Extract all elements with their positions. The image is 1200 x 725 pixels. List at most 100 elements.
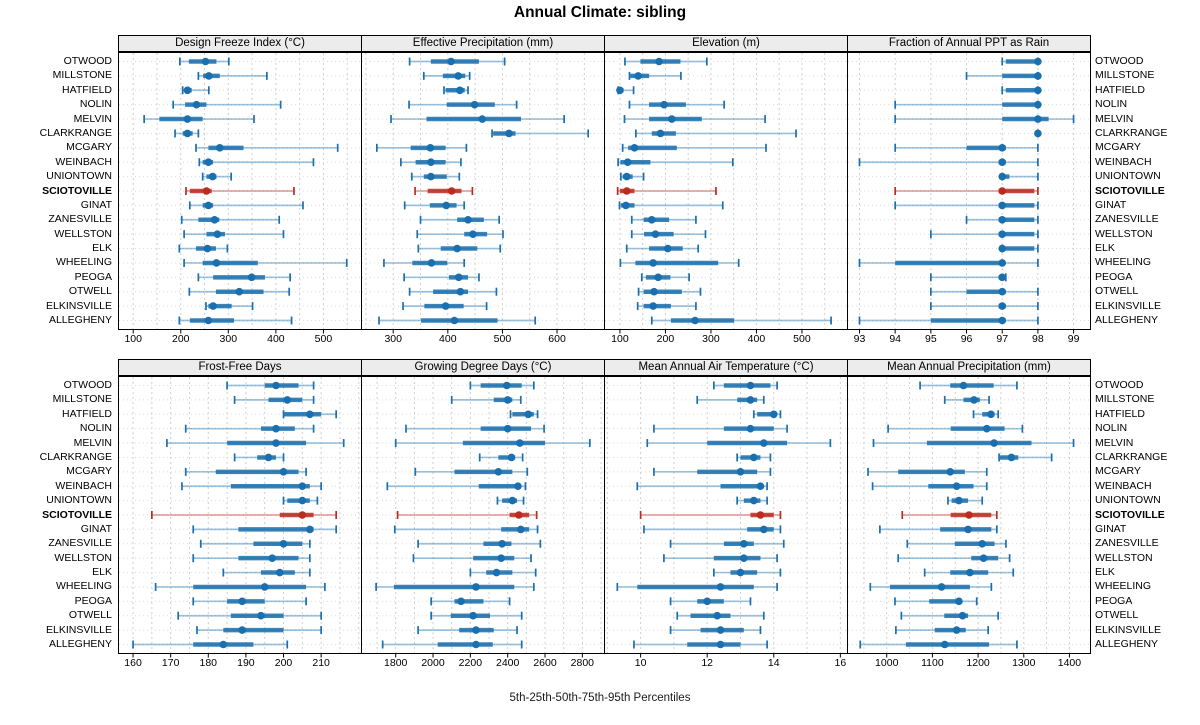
series-clarkrange: [736, 453, 772, 462]
series-uniontown: [736, 496, 768, 505]
series-elk: [222, 568, 311, 577]
axis-tick-label: 93: [853, 333, 866, 345]
axis-tick-label: 12: [701, 657, 714, 669]
series-nolin: [408, 100, 518, 109]
axis-tick-label: 1400: [1057, 657, 1082, 669]
series-uniontown: [282, 496, 319, 505]
series-wheeling: [183, 258, 348, 267]
series-zanesville: [669, 539, 785, 548]
axis-tick-label: 97: [996, 333, 1009, 345]
station-label-left: ELKINSVILLE: [46, 623, 112, 636]
station-label-right: OTWELL: [1095, 609, 1139, 622]
series-otwood: [469, 381, 535, 390]
series-peoga: [640, 273, 690, 282]
series-clarkrange: [233, 453, 285, 462]
panel-strip: Design Freeze Index (°C): [118, 35, 362, 52]
station-label-right: UNIONTOWN: [1095, 170, 1161, 183]
axis-tick-label: 1300: [1012, 657, 1036, 669]
station-label-right: WEINBACH: [1095, 155, 1152, 168]
station-label-left: HATFIELD: [62, 407, 112, 420]
axis-tick-label: 400: [439, 333, 457, 345]
station-label-right: MELVIN: [1095, 112, 1134, 125]
series-zanesville: [419, 215, 501, 224]
axis-tick-label: 200: [172, 333, 190, 345]
series-nolin: [184, 424, 315, 433]
station-label-left: NOLIN: [79, 422, 112, 435]
series-weinbach: [386, 482, 527, 491]
axis-tick-label: 300: [384, 333, 402, 345]
series-allegheny: [378, 316, 537, 325]
station-label-left: CLARKRANGE: [39, 450, 112, 463]
series-weinbach: [636, 482, 768, 491]
panel-strip: Effective Precipitation (mm): [361, 35, 605, 52]
series-otwood: [712, 381, 778, 390]
series-clarkrange: [491, 129, 590, 138]
series-uniontown: [619, 172, 645, 181]
station-label-left: MELVIN: [73, 112, 112, 125]
series-zanesville: [199, 539, 311, 548]
station-label-right: MILLSTONE: [1095, 69, 1155, 82]
series-wellston: [930, 230, 1039, 239]
series-otwell: [430, 611, 523, 620]
series-sciotoville: [616, 187, 717, 195]
series-weinbach: [871, 482, 988, 491]
series-zanesville: [630, 215, 697, 224]
station-label-left: WELLSTON: [54, 551, 112, 564]
series-zanesville: [180, 215, 281, 224]
series-hatfield: [282, 410, 338, 419]
series-mcgary: [894, 143, 1039, 152]
station-label-left: MILLSTONE: [52, 393, 112, 406]
station-label-right: OTWOOD: [1095, 55, 1144, 67]
series-elk: [923, 568, 1015, 577]
station-label-left: MILLSTONE: [52, 69, 112, 82]
series-ginat: [894, 201, 1039, 210]
series-elk: [469, 568, 537, 577]
series-weinbach: [400, 158, 462, 167]
axis-tick-label: 100: [611, 333, 629, 345]
series-mcgary: [414, 467, 529, 476]
series-sciotoville: [396, 511, 538, 519]
station-label-left: GINAT: [80, 198, 112, 211]
station-label-left: MCGARY: [66, 141, 112, 154]
series-otwood: [178, 57, 230, 66]
series-elk: [998, 244, 1039, 253]
series-ginat: [643, 525, 782, 534]
series-ginat: [403, 201, 466, 210]
series-ginat: [192, 525, 338, 534]
series-peoga: [930, 273, 1007, 282]
axis-tick-label: 2000: [421, 657, 445, 669]
axis-tick-label: 100: [124, 333, 142, 345]
series-otwell: [188, 287, 291, 296]
station-label-left: WHEELING: [55, 256, 112, 269]
station-label-left: UNIONTOWN: [46, 170, 112, 183]
series-millstone: [696, 395, 765, 404]
station-label-right: MELVIN: [1095, 436, 1134, 449]
series-elkinsville: [895, 626, 989, 635]
panel-strip: Elevation (m): [604, 35, 848, 52]
series-elkinsville: [669, 626, 762, 635]
series-clarkrange: [998, 453, 1053, 462]
series-millstone: [943, 395, 990, 404]
series-allegheny: [859, 640, 1018, 649]
series-elk: [178, 244, 229, 253]
series-sciotoville: [185, 187, 295, 195]
series-allegheny: [858, 316, 1039, 325]
station-label-right: MILLSTONE: [1095, 393, 1155, 406]
station-label-left: PEOGA: [74, 594, 112, 607]
station-label-right: WELLSTON: [1095, 551, 1153, 564]
series-otwell: [177, 611, 322, 620]
series-hatfield: [972, 410, 1000, 419]
panel-plot: [847, 376, 1091, 658]
station-label-right: ZANESVILLE: [1095, 213, 1159, 226]
series-otwell: [930, 287, 1039, 296]
station-label-left: OTWOOD: [63, 55, 112, 67]
station-label-right: GINAT: [1095, 198, 1127, 211]
series-nolin: [894, 100, 1042, 109]
panel-strip: Mean Annual Air Temperature (°C): [604, 359, 848, 376]
series-wheeling: [154, 582, 326, 591]
series-wheeling: [375, 582, 535, 591]
series-elk: [625, 244, 700, 253]
station-label-right: PEOGA: [1095, 270, 1133, 283]
axis-tick-label: 2400: [496, 657, 520, 669]
series-allegheny: [132, 640, 289, 649]
